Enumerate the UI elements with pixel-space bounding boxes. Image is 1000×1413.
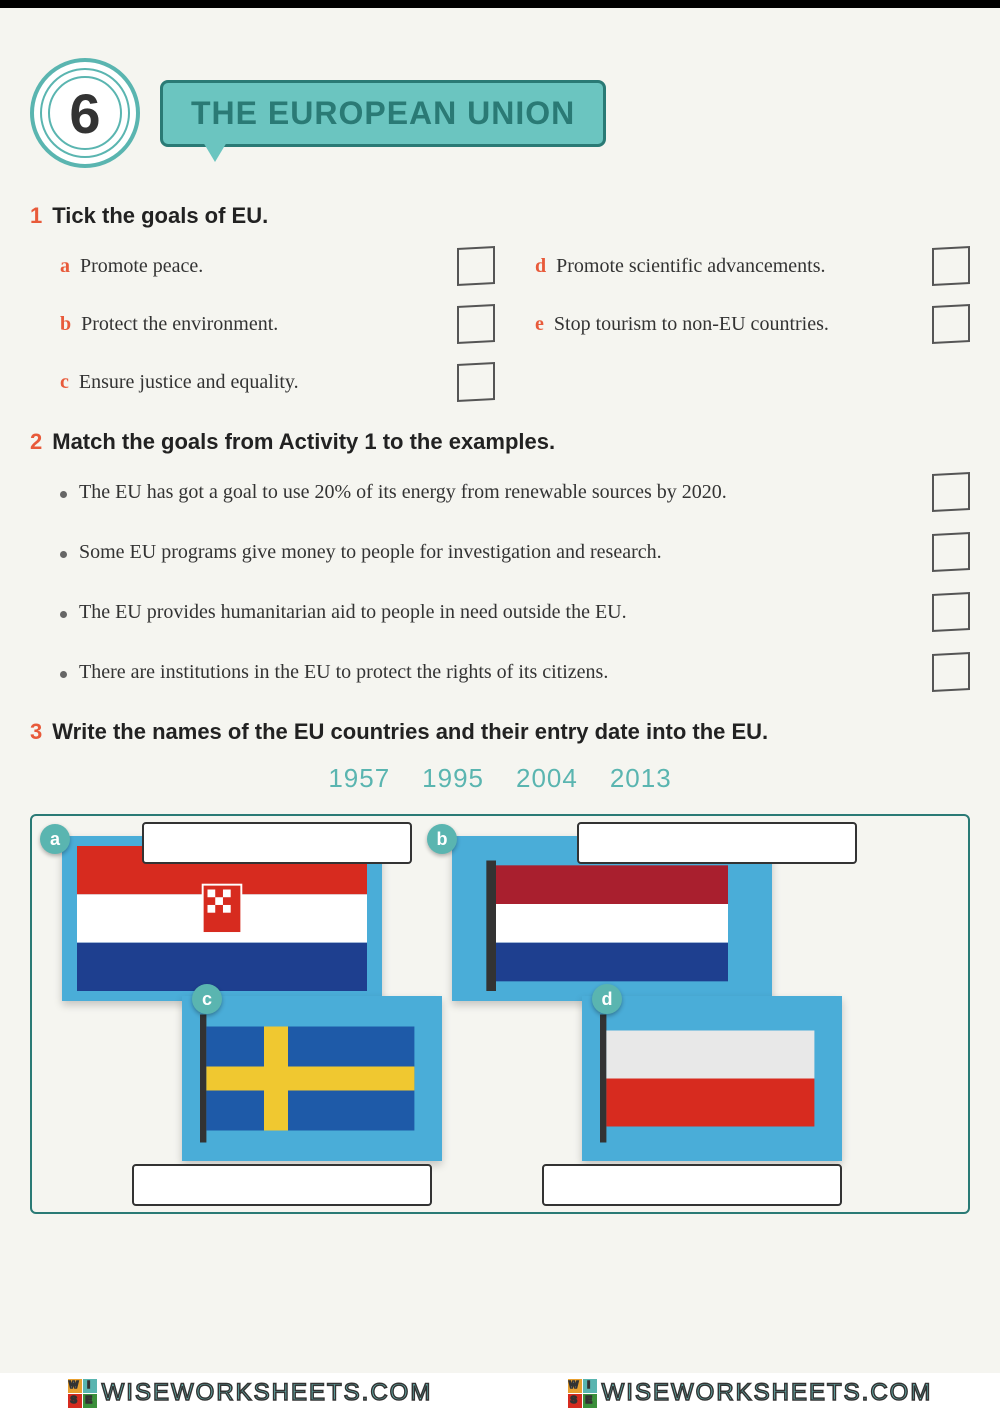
answer-input-a[interactable]: [142, 822, 412, 864]
flag-badge-c: c: [192, 984, 222, 1014]
watermark-logo-icon: WI SE: [568, 1379, 597, 1408]
watermark-text: WISEWORKSHEETS.COM: [102, 1379, 433, 1407]
q1-number: 1: [30, 203, 42, 229]
q2-text: Match the goals from Activity 1 to the e…: [52, 429, 555, 455]
flag-badge-d: d: [592, 984, 622, 1014]
watermark-logo-icon: WI SE: [68, 1379, 97, 1408]
flag-badge-b: b: [427, 824, 457, 854]
q1-options: a Promote peace. d Promote scientific ad…: [30, 247, 970, 401]
checkbox-b[interactable]: [457, 304, 495, 344]
flags-container: a b c d: [30, 814, 970, 1214]
bullet-icon: [60, 611, 67, 618]
worksheet-page: 6 THE EUROPEAN UNION 1 Tick the goals of…: [0, 8, 1000, 1214]
match-item: The EU has got a goal to use 20% of its …: [60, 473, 970, 511]
q1-text: Tick the goals of EU.: [52, 203, 268, 229]
question-2: 2 Match the goals from Activity 1 to the…: [30, 429, 970, 691]
bullet-icon: [60, 671, 67, 678]
match-item: Some EU programs give money to people fo…: [60, 533, 970, 571]
unit-number-circle: 6: [30, 58, 140, 168]
checkbox-c[interactable]: [457, 362, 495, 402]
unit-number: 6: [69, 81, 100, 146]
q3-text: Write the names of the EU countries and …: [52, 719, 768, 745]
option-e: e Stop tourism to non-EU countries.: [535, 305, 970, 343]
match-item: The EU provides humanitarian aid to peop…: [60, 593, 970, 631]
bullet-icon: [60, 491, 67, 498]
q2-number: 2: [30, 429, 42, 455]
match-box-4[interactable]: [932, 652, 970, 692]
checkbox-d[interactable]: [932, 246, 970, 286]
question-3: 3 Write the names of the EU countries an…: [30, 719, 970, 1214]
watermark-footer: WI SE WISEWORKSHEETS.COM WI SE WISEWORKS…: [0, 1373, 1000, 1413]
year-options: 1957 1995 2004 2013: [30, 763, 970, 794]
q3-number: 3: [30, 719, 42, 745]
title-bubble: THE EUROPEAN UNION: [160, 80, 606, 147]
checkbox-e[interactable]: [932, 304, 970, 344]
q2-items: The EU has got a goal to use 20% of its …: [30, 473, 970, 691]
match-box-3[interactable]: [932, 592, 970, 632]
answer-input-c[interactable]: [132, 1164, 432, 1206]
bullet-icon: [60, 551, 67, 558]
watermark-text: WISEWORKSHEETS.COM: [602, 1379, 933, 1407]
flag-badge-a: a: [40, 824, 70, 854]
answer-input-b[interactable]: [577, 822, 857, 864]
question-1: 1 Tick the goals of EU. a Promote peace.…: [30, 203, 970, 401]
flag-poland: [582, 996, 842, 1161]
page-title: THE EUROPEAN UNION: [191, 95, 575, 131]
flag-sweden: [182, 996, 442, 1161]
option-a: a Promote peace.: [60, 247, 495, 285]
answer-input-d[interactable]: [542, 1164, 842, 1206]
option-b: b Protect the environment.: [60, 305, 495, 343]
header: 6 THE EUROPEAN UNION: [30, 58, 970, 168]
match-item: There are institutions in the EU to prot…: [60, 653, 970, 691]
checkbox-a[interactable]: [457, 246, 495, 286]
match-box-2[interactable]: [932, 532, 970, 572]
option-d: d Promote scientific advancements.: [535, 247, 970, 285]
match-box-1[interactable]: [932, 472, 970, 512]
option-c: c Ensure justice and equality.: [60, 363, 495, 401]
